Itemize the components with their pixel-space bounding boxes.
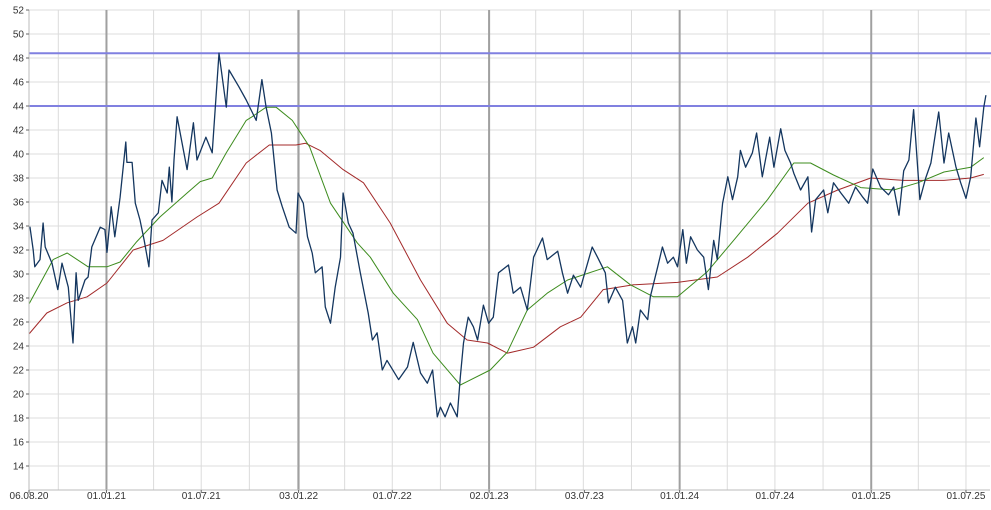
x-tick-label: 01.07.24 (755, 491, 794, 502)
x-tick-label: 01.07.21 (182, 491, 221, 502)
y-tick-label: 52 (13, 6, 25, 17)
price-line (29, 52, 987, 418)
y-tick-label: 26 (13, 318, 25, 329)
y-tick-label: 30 (13, 270, 25, 281)
y-tick-label: 46 (13, 78, 25, 89)
y-tick-label: 48 (13, 54, 25, 65)
x-tick-label: 01.01.25 (852, 491, 891, 502)
x-tick-label: 03.01.22 (279, 491, 318, 502)
horizontal-level-lines (29, 52, 991, 107)
x-tick-label: 01.07.22 (373, 491, 412, 502)
y-tick-label: 20 (13, 390, 25, 401)
x-tick-label: 01.01.24 (660, 491, 699, 502)
y-tick-label: 18 (13, 414, 25, 425)
y-tick-label: 16 (13, 438, 25, 449)
y-tick-label: 34 (13, 222, 25, 233)
series-group (28, 52, 987, 418)
y-tick-label: 14 (13, 462, 25, 473)
y-tick-label: 24 (13, 342, 25, 353)
x-tick-label: 03.07.23 (565, 491, 604, 502)
moving-average-short-line (28, 106, 985, 386)
x-tick-label: 06.08.20 (10, 491, 49, 502)
y-tick-label: 22 (13, 366, 25, 377)
y-tick-label: 42 (13, 126, 25, 137)
y-tick-label: 44 (13, 102, 25, 113)
x-tick-label: 01.07.25 (946, 491, 985, 502)
x-axis: 06.08.20 01.01.21 01.07.21 03.01.22 01.07.22… (10, 489, 990, 502)
x-tick-label: 02.01.23 (470, 491, 509, 502)
y-tick-label: 38 (13, 174, 25, 185)
y-tick-label: 32 (13, 246, 25, 257)
y-tick-label: 28 (13, 294, 25, 305)
x-tick-label: 01.01.21 (87, 491, 126, 502)
moving-average-long-line (28, 142, 984, 354)
y-tick-label: 40 (13, 150, 25, 161)
y-tick-label: 36 (13, 198, 25, 209)
y-tick-label: 50 (13, 30, 25, 41)
grid (29, 9, 990, 490)
y-axis: 14 16 18 20 22 24 26 28 30 32 34 36 38 40 42 44 46 48 50 52 (13, 6, 30, 490)
